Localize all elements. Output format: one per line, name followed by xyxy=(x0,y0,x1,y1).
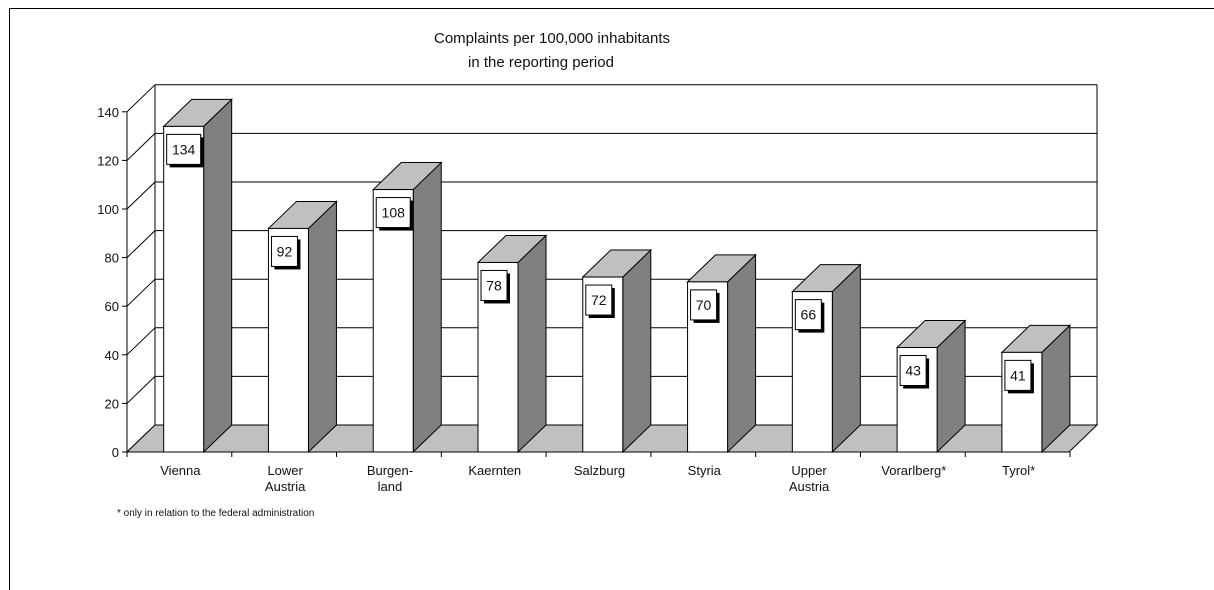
data-label: 70 xyxy=(696,297,712,313)
data-label: 43 xyxy=(905,363,921,379)
y-tick-label: 100 xyxy=(97,202,119,217)
bar-side xyxy=(307,200,337,454)
bar-side xyxy=(622,248,652,454)
data-label: 134 xyxy=(172,141,196,157)
x-tick-label: Styria xyxy=(688,463,722,478)
x-tick-label: Tyrol* xyxy=(1002,463,1035,478)
data-label: 66 xyxy=(801,307,817,323)
chart-title: Complaints per 100,000 inhabitants xyxy=(434,30,670,47)
gridline-side xyxy=(126,230,156,258)
y-tick-label: 80 xyxy=(105,251,119,266)
x-tick-label: Lower xyxy=(267,463,303,478)
gridline-side xyxy=(126,278,156,307)
bar-side xyxy=(203,98,233,454)
data-label-box xyxy=(585,284,613,316)
data-label-box xyxy=(794,299,822,331)
data-label-box xyxy=(690,289,718,321)
data-label-box xyxy=(270,235,298,267)
gridline-side xyxy=(126,376,156,404)
data-label-box xyxy=(375,197,411,229)
x-tick-label: Vienna xyxy=(160,463,201,478)
chart-subtitle: in the reporting period xyxy=(468,54,614,71)
data-label-box xyxy=(166,133,202,165)
footnote: * only in relation to the federal admini… xyxy=(117,508,315,519)
bar-side xyxy=(517,234,547,454)
x-tick-label: Burgen- xyxy=(367,463,413,478)
gridline-side xyxy=(126,84,156,113)
gridline-side xyxy=(126,327,156,356)
bar-side xyxy=(831,263,861,454)
y-tick-label: 40 xyxy=(105,348,119,363)
data-label-box xyxy=(1004,359,1032,391)
data-label: 92 xyxy=(277,243,293,259)
y-tick-label: 20 xyxy=(105,396,119,411)
data-label: 78 xyxy=(486,277,502,293)
data-label-box xyxy=(899,355,927,387)
x-tick-label: Upper xyxy=(791,463,827,478)
bar xyxy=(163,125,205,453)
chart-frame xyxy=(9,8,1214,590)
data-label: 72 xyxy=(591,292,607,308)
data-label: 108 xyxy=(382,205,406,221)
gridline-side xyxy=(126,181,156,210)
data-label-box xyxy=(480,269,508,301)
y-tick-label: 0 xyxy=(112,445,119,460)
bar-side xyxy=(412,161,442,454)
x-tick-label: Salzburg xyxy=(574,463,625,478)
bar-side xyxy=(727,253,757,454)
x-tick-label: Austria xyxy=(789,479,830,494)
x-tick-label: Austria xyxy=(265,479,306,494)
y-tick-label: 120 xyxy=(97,153,119,168)
y-tick-label: 140 xyxy=(97,105,119,120)
x-tick-label: Kaernten xyxy=(468,463,521,478)
x-tick-label: Vorarlberg* xyxy=(881,463,946,478)
y-tick-label: 60 xyxy=(105,299,119,314)
bar xyxy=(372,189,414,453)
data-label: 41 xyxy=(1010,367,1026,383)
gridline-side xyxy=(126,133,156,161)
x-tick-label: land xyxy=(378,479,403,494)
